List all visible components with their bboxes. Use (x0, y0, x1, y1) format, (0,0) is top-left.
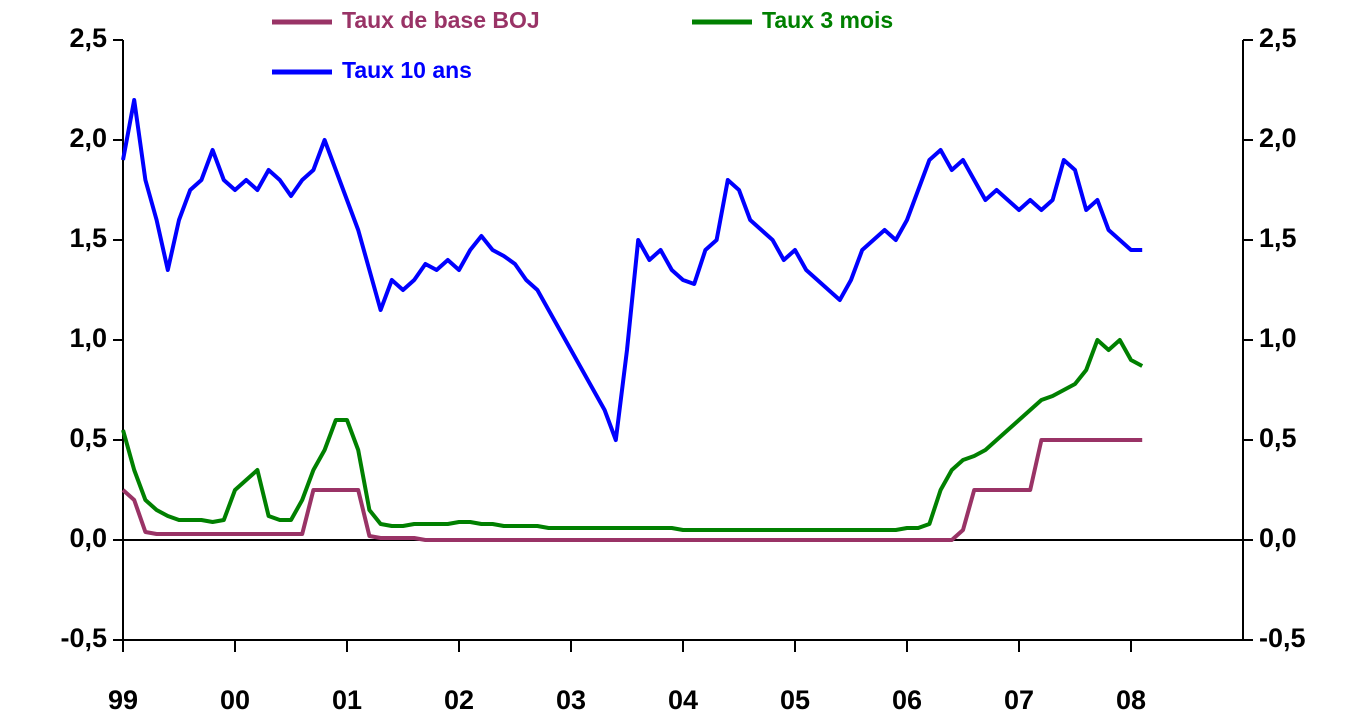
x-tick-label: 02 (444, 685, 474, 715)
y-tick-label: 1,0 (69, 323, 107, 353)
y2-tick-label: 1,0 (1259, 323, 1297, 353)
series-line (121, 98, 1143, 442)
y2-tick-label: 1,5 (1259, 223, 1297, 253)
legend-label: Taux 10 ans (342, 57, 472, 83)
y2-tick-label: 0,5 (1259, 423, 1297, 453)
y2-tick-label: 2,0 (1259, 123, 1297, 153)
y-tick-label: 0,0 (69, 523, 107, 553)
legend-label: Taux 3 mois (762, 7, 893, 33)
y2-tick-label: 0,0 (1259, 523, 1297, 553)
x-tick-label: 00 (220, 685, 250, 715)
x-tick-label: 03 (556, 685, 586, 715)
series-line (121, 438, 1143, 542)
x-tick-label: 01 (332, 685, 362, 715)
y-tick-label: 0,5 (69, 423, 107, 453)
legend-label: Taux de base BOJ (342, 7, 540, 33)
y-tick-label: -0,5 (60, 623, 107, 653)
x-tick-label: 08 (1116, 685, 1146, 715)
y-tick-label: 2,0 (69, 123, 107, 153)
series-line (121, 338, 1144, 532)
y-tick-label: 1,5 (69, 223, 107, 253)
y2-tick-label: -0,5 (1259, 623, 1306, 653)
x-tick-label: 05 (780, 685, 810, 715)
x-tick-label: 99 (108, 685, 138, 715)
x-tick-label: 07 (1004, 685, 1034, 715)
y2-tick-label: 2,5 (1259, 23, 1297, 53)
y-tick-label: 2,5 (69, 23, 107, 53)
x-tick-label: 06 (892, 685, 922, 715)
x-tick-label: 04 (668, 685, 698, 715)
